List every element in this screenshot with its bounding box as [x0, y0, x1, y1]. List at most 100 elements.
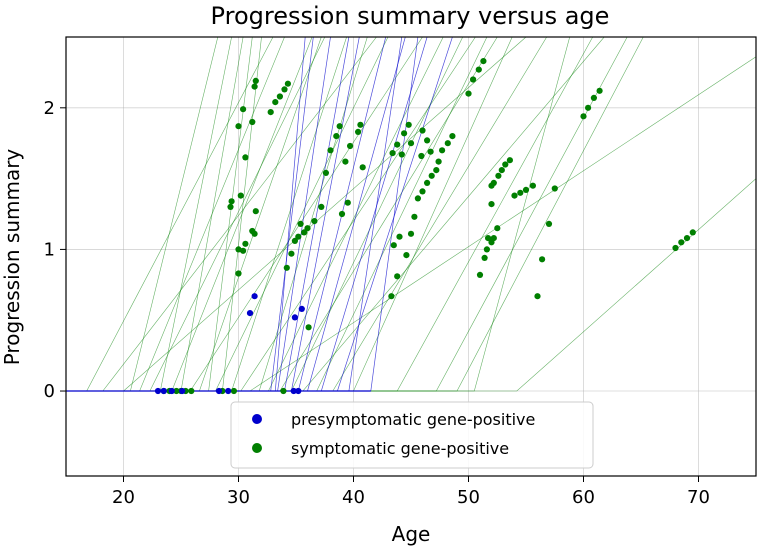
symptomatic-point — [240, 247, 247, 254]
symptomatic-point — [427, 148, 434, 155]
trend-lines — [66, 37, 756, 392]
symptomatic-point — [403, 252, 410, 259]
presymptomatic-point — [160, 387, 167, 395]
legend-label-presymptomatic: presymptomatic gene-positive — [291, 410, 535, 429]
symptomatic-point — [465, 90, 472, 97]
symptomatic-point — [419, 188, 426, 195]
symptomatic-point — [411, 213, 418, 220]
symptomatic-point — [235, 123, 242, 130]
legend-label-symptomatic: symptomatic gene-positive — [291, 439, 509, 458]
symptomatic-point — [336, 123, 343, 130]
symptomatic-point — [396, 233, 403, 240]
symptomatic-point — [235, 270, 242, 277]
presymptomatic-point — [225, 387, 232, 395]
symptomatic-point — [291, 237, 298, 244]
symptomatic-point — [672, 244, 679, 252]
symptomatic-point — [272, 99, 279, 106]
symptomatic-point — [476, 271, 484, 278]
symptomatic-point — [444, 140, 451, 147]
symptomatic-point — [342, 158, 349, 165]
symptomatic-point — [242, 240, 249, 247]
symptomatic-point — [251, 230, 258, 237]
symptomatic-point — [585, 104, 592, 111]
x-axis-label: Age — [392, 522, 431, 546]
y-tick-label: 0 — [44, 381, 55, 402]
symptomatic-point — [390, 242, 397, 249]
y-axis: 0 1 2 — [44, 98, 66, 402]
symptomatic-point — [407, 140, 415, 147]
x-tick-label: 50 — [457, 487, 480, 508]
symptomatic-point — [359, 164, 366, 171]
symptomatic-point — [494, 225, 501, 232]
symptomatic-point — [318, 203, 325, 210]
symptomatic-point — [283, 264, 290, 271]
presymptomatic-point — [290, 387, 297, 395]
symptomatic-point — [529, 182, 537, 189]
symptomatic-point — [517, 189, 524, 196]
presymptomatic-point — [215, 387, 223, 395]
symptomatic-point — [449, 133, 456, 140]
symptomatic-point — [281, 86, 288, 93]
symptomatic-point — [347, 142, 354, 150]
symptomatic-point — [511, 192, 518, 199]
data-points — [154, 58, 696, 395]
symptomatic-point — [419, 127, 426, 134]
symptomatic-point — [357, 121, 364, 128]
symptomatic-point — [267, 109, 274, 116]
symptomatic-point — [252, 208, 259, 215]
symptomatic-point — [480, 58, 487, 65]
chart-title: Progression summary versus age — [211, 2, 610, 30]
symptomatic-point — [490, 179, 497, 186]
legend: presymptomatic gene-positive symptomatic… — [230, 401, 594, 469]
symptomatic-point — [251, 83, 258, 90]
x-tick-label: 40 — [342, 487, 365, 508]
y-tick-label: 1 — [44, 239, 55, 260]
symptomatic-point — [435, 158, 442, 165]
symptomatic-point — [475, 66, 482, 73]
symptomatic-point — [276, 93, 283, 100]
symptomatic-point — [252, 77, 259, 84]
symptomatic-point — [485, 235, 492, 242]
symptomatic-point — [227, 203, 234, 210]
symptomatic-point — [394, 273, 401, 280]
symptomatic-point — [522, 186, 530, 193]
symptomatic-point — [249, 118, 256, 126]
legend-marker-presymptomatic — [252, 414, 262, 424]
symptomatic-point — [534, 293, 541, 300]
x-tick-label: 70 — [687, 487, 710, 508]
x-tick-label: 20 — [112, 487, 135, 508]
presymptomatic-point — [291, 314, 298, 321]
symptomatic-point — [683, 235, 691, 242]
symptomatic-point — [322, 169, 329, 176]
symptomatic-point — [678, 239, 685, 246]
symptomatic-point — [242, 154, 249, 161]
symptomatic-point — [418, 152, 425, 160]
symptomatic-point — [502, 161, 509, 168]
symptomatic-point — [188, 387, 195, 395]
symptomatic-point — [389, 150, 396, 157]
symptomatic-point — [506, 157, 513, 164]
symptomatic-point — [295, 233, 302, 240]
symptomatic-point — [424, 179, 431, 186]
symptomatic-point — [428, 172, 435, 179]
x-axis: 20 30 40 50 60 70 — [112, 476, 710, 508]
presymptomatic-point — [154, 387, 162, 395]
symptomatic-point — [388, 293, 395, 300]
symptomatic-point — [301, 229, 308, 236]
x-tick-label: 30 — [227, 487, 250, 508]
symptomatic-point — [545, 220, 553, 227]
symptomatic-point — [433, 167, 440, 174]
presymptomatic-point — [295, 387, 302, 395]
symptomatic-point — [498, 167, 505, 174]
symptomatic-point — [311, 218, 318, 225]
symptomatic-point — [481, 254, 488, 261]
symptomatic-point — [580, 113, 587, 120]
x-tick-label: 60 — [572, 487, 595, 508]
symptomatic-point — [405, 121, 412, 128]
symptomatic-point — [284, 80, 291, 87]
symptomatic-point — [237, 192, 244, 199]
symptomatic-point — [495, 172, 502, 179]
presymptomatic-point — [246, 310, 254, 317]
symptomatic-point — [240, 106, 247, 113]
